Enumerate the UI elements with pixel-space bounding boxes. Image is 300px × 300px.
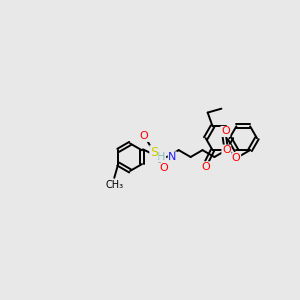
Text: O: O xyxy=(159,163,168,173)
Text: H: H xyxy=(157,152,165,162)
Text: CH₃: CH₃ xyxy=(105,180,123,190)
Text: O: O xyxy=(232,153,241,163)
Text: O: O xyxy=(201,162,210,172)
Text: O: O xyxy=(221,127,230,136)
Text: N: N xyxy=(168,152,177,162)
Text: O: O xyxy=(222,145,231,155)
Text: O: O xyxy=(140,131,148,142)
Text: S: S xyxy=(150,146,158,159)
